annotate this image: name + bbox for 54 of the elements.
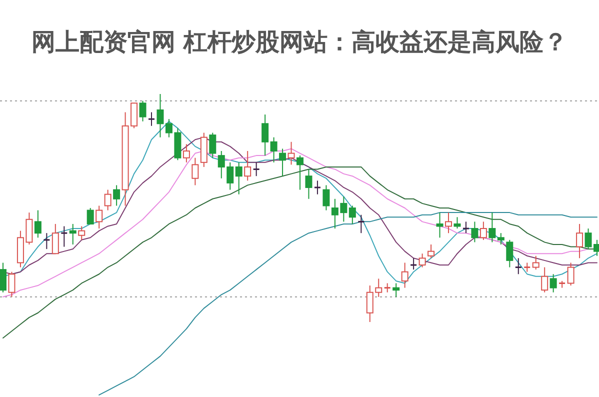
candlestick [156, 94, 164, 138]
candlestick [244, 150, 252, 182]
candlestick [86, 208, 94, 224]
candlestick [357, 214, 365, 234]
candlestick [60, 226, 68, 248]
candlestick [69, 223, 76, 245]
candlestick [497, 232, 504, 245]
candlestick [576, 223, 584, 259]
candlestick [192, 157, 199, 186]
candlestick [96, 205, 103, 230]
candlestick [523, 262, 531, 272]
candlestick [445, 212, 452, 234]
candlestick [78, 226, 86, 240]
candlestick [454, 216, 461, 230]
candlestick [384, 282, 392, 293]
candlestick [235, 162, 242, 195]
candlestick [348, 205, 356, 224]
candlestick [104, 189, 112, 211]
candlestick [401, 262, 408, 288]
candlestick [182, 144, 190, 163]
candlestick [279, 148, 286, 177]
candlestick [428, 244, 435, 259]
candlestick [471, 221, 478, 243]
candlestick [462, 221, 470, 234]
candlestick [418, 253, 426, 268]
candlestick [296, 155, 304, 190]
candlestick [34, 210, 42, 238]
candlestick [8, 271, 16, 298]
candlestick [0, 262, 6, 293]
candlestick [514, 258, 522, 275]
candlestick [532, 255, 540, 270]
candlestick [480, 221, 487, 240]
candlestick [305, 168, 312, 200]
candlestick [392, 282, 400, 298]
candlestick [506, 239, 514, 268]
candlestick [209, 132, 216, 158]
candlestick [288, 141, 295, 166]
candlestick [113, 184, 120, 206]
candlestick [270, 136, 278, 163]
candlestick [436, 212, 444, 238]
candlestick [488, 212, 496, 243]
candlestick [262, 114, 269, 156]
candlestick [139, 100, 146, 122]
chart-title: 网上配资官网 杠杆炒股网站：高收益还是高风险？ [31, 28, 568, 56]
candlestick [314, 180, 322, 195]
candlestick [410, 258, 418, 270]
candlestick [567, 262, 574, 286]
candlestick [252, 162, 260, 177]
candlestick [541, 266, 548, 293]
candlestick [148, 112, 156, 126]
candlestick [42, 232, 50, 250]
candlestick [550, 274, 557, 293]
candlestick [322, 184, 330, 211]
candlestick [52, 223, 59, 254]
